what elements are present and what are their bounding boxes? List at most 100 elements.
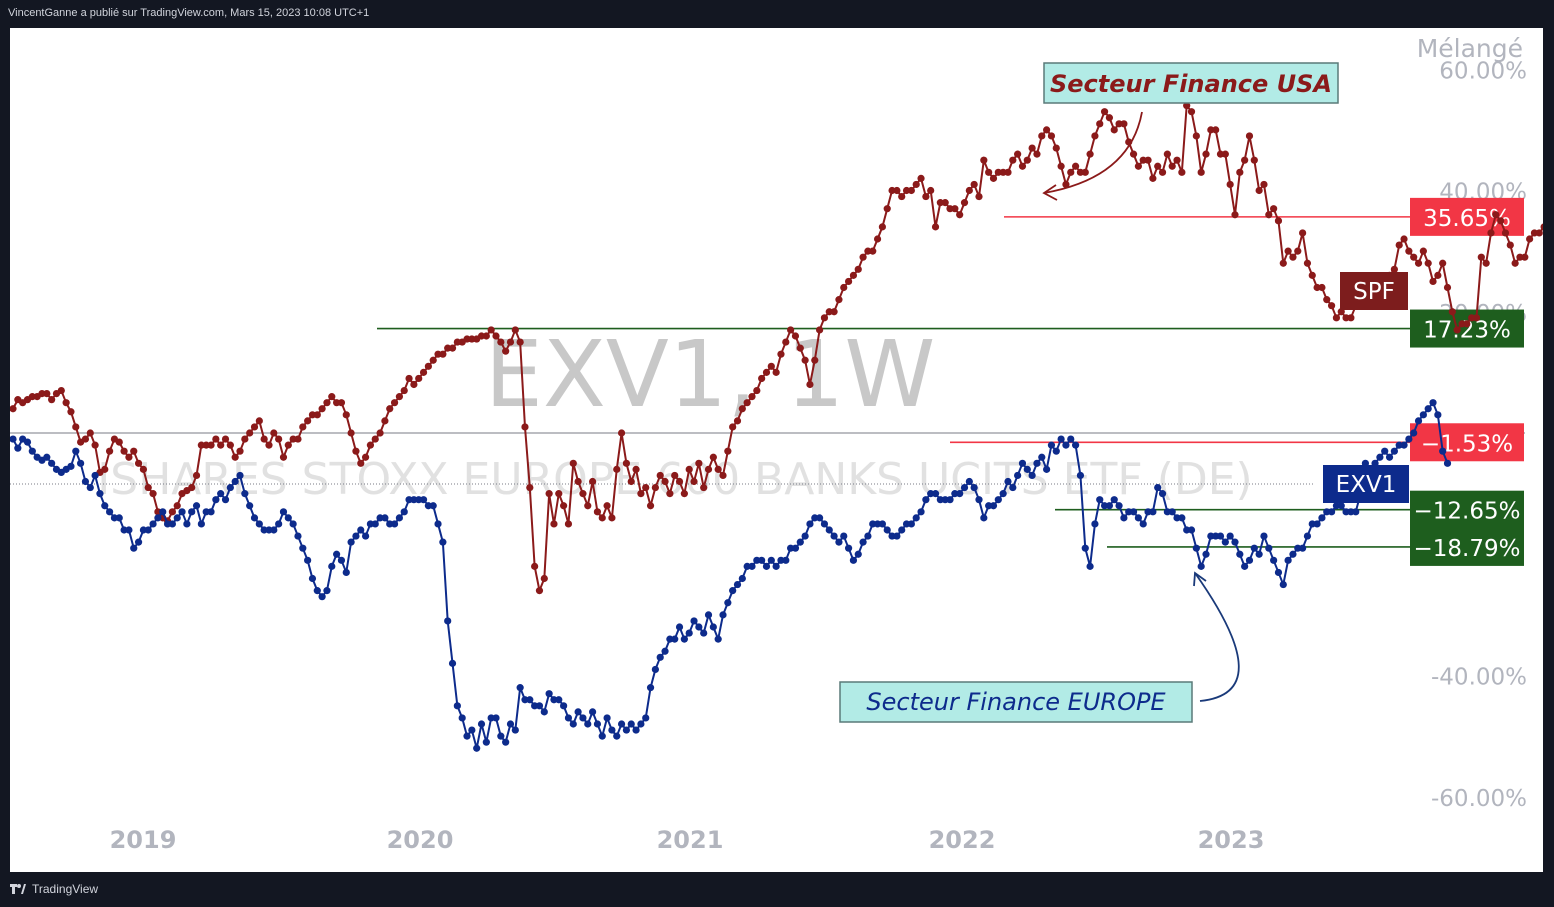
series-point-exv1 [342,568,350,577]
series-point-exv1 [975,496,983,504]
series-point-exv1 [849,556,858,564]
tradingview-brand-text: TradingView [32,882,99,896]
series-point-exv1 [579,714,587,722]
series-point-exv1 [545,690,553,698]
series-point-spf [980,156,988,164]
series-point-exv1 [690,617,698,625]
series-point-spf [637,490,645,498]
series-point-spf [265,441,273,449]
series-point-exv1 [419,496,428,504]
series-point-spf [516,338,524,346]
series-point-spf [91,441,99,449]
series-point-exv1 [651,665,659,674]
series-point-spf [521,423,529,431]
series-point-exv1 [564,714,573,722]
series-point-spf [342,411,350,419]
series-point-exv1 [791,544,800,552]
series-point-exv1 [250,514,259,522]
reference-line-label: −1.53% [1421,431,1513,457]
series-point-spf [743,399,751,407]
series-point-spf [719,471,727,480]
series-point-spf [1439,259,1447,267]
series-point-exv1 [1043,465,1051,473]
series-point-exv1 [1202,550,1210,558]
series-point-exv1 [178,508,186,516]
series-point-spf [666,490,674,498]
series-point-spf [1443,283,1452,292]
series-point-spf [642,483,650,492]
series-point-exv1 [912,514,920,522]
series-point-exv1 [347,538,355,546]
series-point-spf [221,435,230,443]
series-point-exv1 [67,462,75,470]
series-point-spf [569,459,577,467]
series-point-spf [1414,259,1423,267]
series-point-exv1 [453,702,461,710]
series-point-spf [139,465,148,473]
tradingview-logo[interactable]: TradingView [10,882,98,896]
series-point-exv1 [917,508,925,516]
series-point-exv1 [994,496,1002,504]
series-point-exv1 [637,720,645,728]
series-point-exv1 [212,496,220,504]
chart-area[interactable]: EXV1, 1W ISHARES STOXX EUROPE 600 BANKS U… [10,28,1543,872]
series-point-exv1 [1096,496,1104,504]
series-point-spf [960,199,969,207]
series-point-exv1 [589,708,597,716]
series-point-exv1 [560,702,568,710]
series-point-exv1 [1154,483,1162,492]
series-point-exv1 [931,490,940,498]
series-point-exv1 [1221,538,1229,546]
series-point-exv1 [497,732,505,740]
series-point-exv1 [130,544,138,552]
series-point-spf [1299,229,1307,237]
series-point-spf [1023,156,1031,164]
series-point-spf [502,347,510,355]
chart-svg[interactable]: EXV1, 1W ISHARES STOXX EUROPE 600 BANKS U… [10,28,1543,872]
series-point-exv1 [1105,502,1114,510]
series-point-spf [1154,162,1162,170]
series-point-spf [1096,120,1104,128]
series-point-exv1 [840,532,848,540]
series-point-exv1 [473,744,481,752]
series-point-spf [1424,259,1432,267]
series-point-spf [787,326,795,334]
series-point-spf [1400,235,1408,243]
series-point-spf [1429,277,1437,286]
series-point-spf [482,332,490,340]
series-point-exv1 [1236,550,1244,558]
series-point-spf [125,453,133,461]
series-point-exv1 [463,732,471,740]
series-point-exv1 [482,738,490,746]
series-point-exv1 [1047,441,1056,449]
series-point-exv1 [101,502,109,510]
series-label-box-spf [1340,272,1408,310]
series-point-spf [1434,271,1442,279]
series-point-spf [1226,180,1234,189]
series-point-spf [217,441,225,449]
series-point-spf [390,399,399,407]
series-point-spf [985,168,993,176]
series-point-exv1 [1139,520,1147,528]
series-point-spf [72,423,80,431]
series-point-spf [1535,229,1543,237]
x-tick-label: 2019 [110,826,177,854]
series-point-spf [1043,126,1051,134]
series-point-exv1 [1327,508,1336,516]
series-point-exv1 [956,490,964,498]
series-point-spf [1221,150,1229,158]
series-point-spf [859,253,867,261]
series-point-spf [130,447,138,455]
series-point-spf [405,374,413,383]
y-tick-label: 60.00% [1439,58,1527,84]
series-point-exv1 [333,550,341,558]
series-point-spf [1168,162,1176,170]
annotation-box-usa [1043,62,1339,104]
series-point-spf [67,408,75,416]
series-point-spf [1482,259,1490,267]
series-point-spf [540,574,548,583]
series-point-spf [574,477,582,486]
annotation-arrow-europe [1194,572,1240,702]
series-point-exv1 [1429,399,1437,407]
series-point-exv1 [1424,405,1432,413]
